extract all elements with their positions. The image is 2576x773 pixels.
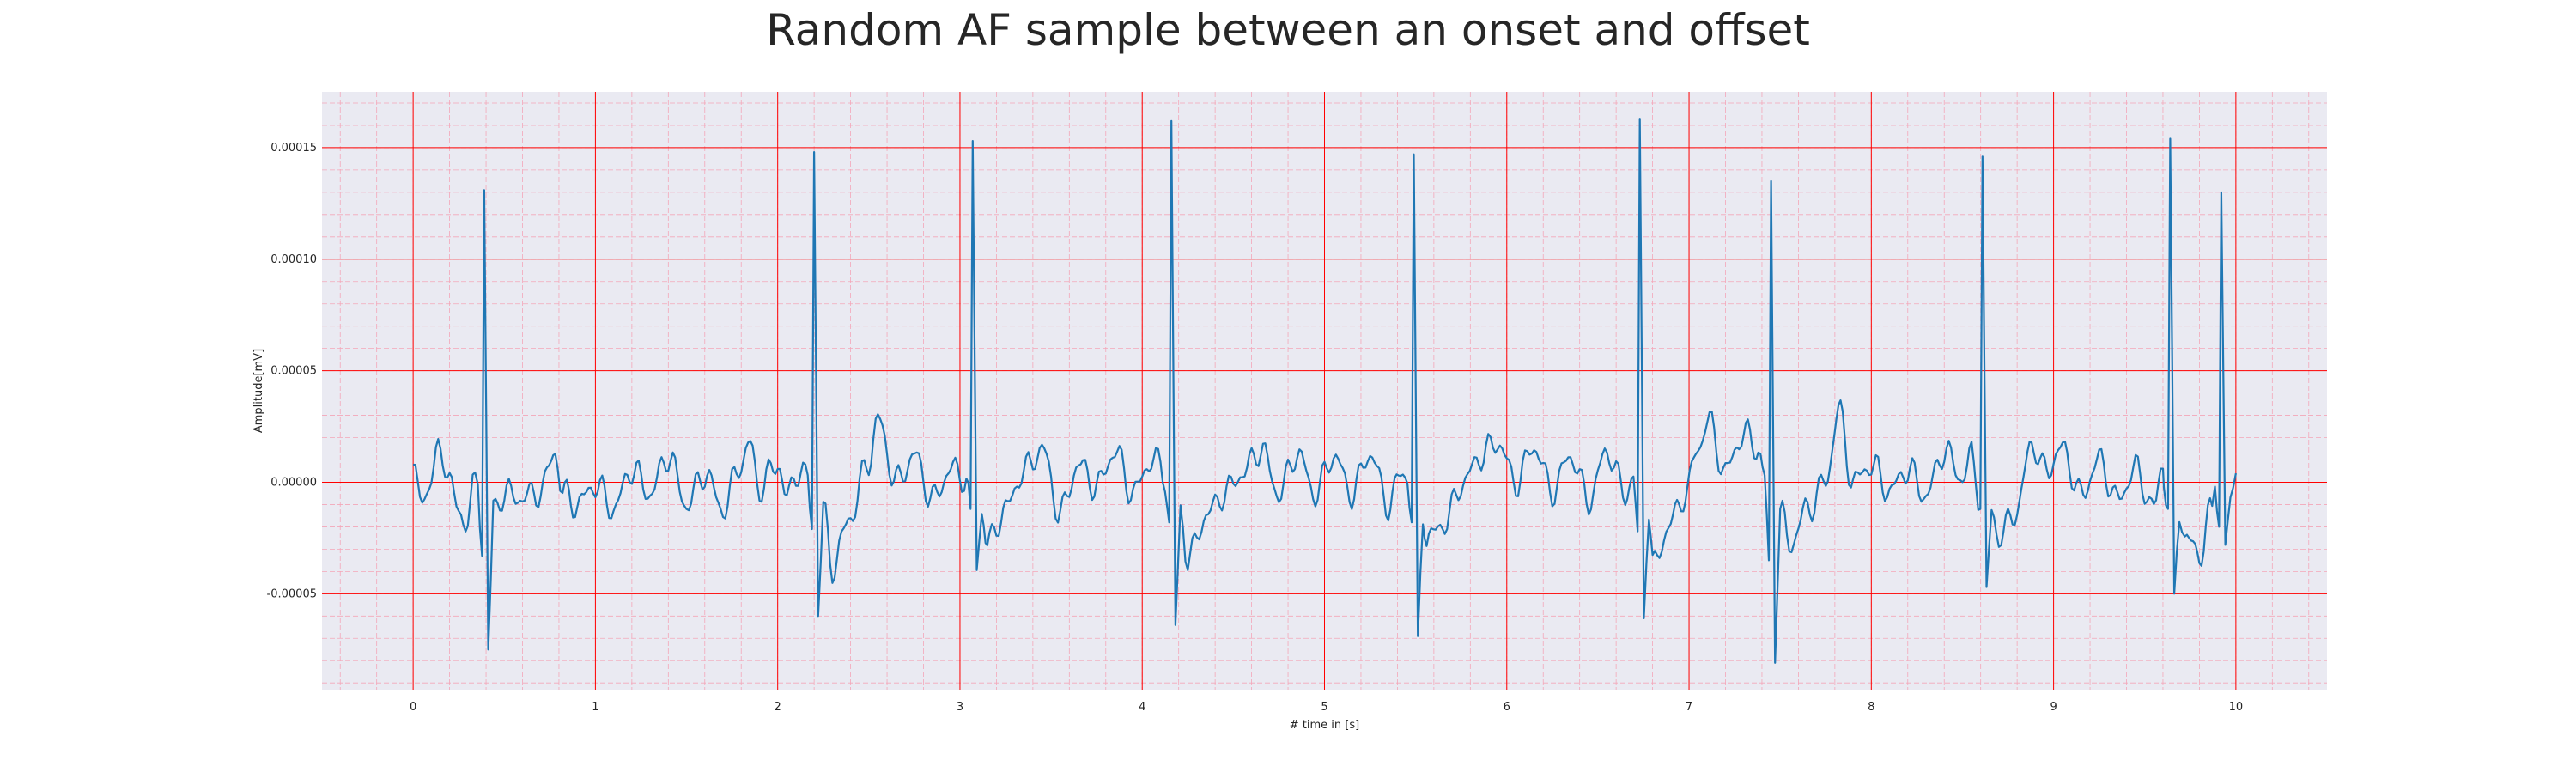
x-tick-label: 4 xyxy=(1139,701,1145,714)
x-tick-label: 2 xyxy=(775,701,781,714)
chart-title: Random AF sample between an onset and of… xyxy=(766,5,1810,55)
x-tick-label: 0 xyxy=(410,701,416,714)
y-tick-label: 0.00015 xyxy=(270,142,317,155)
y-tick-label: 0.00000 xyxy=(270,476,317,489)
y-tick-label: -0.00005 xyxy=(267,587,317,600)
y-tick-label: 0.00005 xyxy=(270,365,317,378)
x-tick-label: 6 xyxy=(1504,701,1510,714)
x-axis-label: # time in [s] xyxy=(1290,719,1359,732)
y-axis-ticks: -0.00005 0.00000 0.00005 0.00010 0.00015 xyxy=(267,142,317,600)
x-tick-label: 8 xyxy=(1868,701,1874,714)
x-tick-label: 10 xyxy=(2229,701,2244,714)
x-axis-ticks: 0 1 2 3 4 5 6 7 8 9 10 xyxy=(410,701,2243,714)
x-tick-label: 7 xyxy=(1686,701,1692,714)
major-grid xyxy=(322,92,2327,690)
x-tick-label: 3 xyxy=(957,701,963,714)
signal-series-line xyxy=(413,118,2237,664)
y-axis-label: Amplitude[mV] xyxy=(252,349,265,433)
x-tick-label: 5 xyxy=(1321,701,1327,714)
y-tick-label: 0.00010 xyxy=(270,253,317,266)
x-tick-label: 1 xyxy=(592,701,598,714)
x-tick-label: 9 xyxy=(2050,701,2057,714)
